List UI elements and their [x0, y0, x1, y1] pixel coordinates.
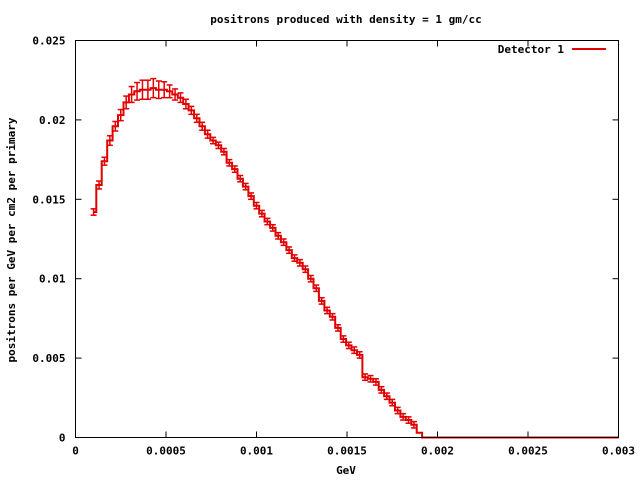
- error-bar: [286, 246, 293, 255]
- error-bar: [166, 84, 173, 99]
- error-bar: [106, 135, 113, 147]
- x-tick-label: 0.0005: [146, 445, 186, 458]
- x-tick-label: 0.0015: [327, 445, 367, 458]
- y-tick-label: 0.015: [32, 193, 65, 206]
- error-bar: [269, 223, 276, 232]
- error-bar: [291, 254, 298, 262]
- error-bar: [177, 92, 184, 104]
- x-tick-label: 0: [72, 445, 79, 458]
- error-bar: [410, 420, 417, 429]
- series-line: [93, 87, 619, 439]
- x-tick-label: 0.001: [240, 445, 273, 458]
- error-bar: [188, 105, 195, 116]
- x-tick-label: 0.002: [421, 445, 454, 458]
- error-bar: [264, 217, 271, 226]
- error-bar: [215, 141, 222, 150]
- error-bar: [242, 182, 249, 191]
- error-bar: [231, 165, 238, 174]
- error-bar: [318, 297, 325, 305]
- error-bar: [150, 77, 157, 99]
- error-bar: [307, 274, 314, 283]
- error-bar: [302, 265, 309, 274]
- error-bar: [372, 377, 379, 386]
- error-bar: [378, 385, 385, 394]
- error-bar: [389, 398, 396, 407]
- error-bar: [128, 85, 135, 104]
- x-axis-label: GeV: [336, 464, 356, 477]
- y-tick-label: 0.02: [39, 114, 66, 127]
- error-bar: [340, 335, 347, 343]
- axis-ticks: 0 0.0005 0.001 0.0015 0.002 0.0025 0.003 0 0.005…: [32, 35, 635, 458]
- error-bar: [96, 180, 103, 190]
- error-bar: [405, 416, 412, 424]
- error-bar: [400, 412, 407, 421]
- error-bar: [123, 95, 130, 110]
- error-bar: [117, 108, 124, 122]
- y-tick-label: 0.005: [32, 352, 65, 365]
- legend: Detector 1: [498, 43, 606, 56]
- y-tick-label: 0.025: [32, 35, 65, 48]
- error-bar: [204, 129, 211, 139]
- error-bar: [383, 392, 390, 401]
- error-bar: [112, 120, 119, 132]
- error-bar: [356, 350, 363, 359]
- x-tick-label: 0.003: [602, 445, 635, 458]
- series-layer: [90, 77, 619, 439]
- plot-frame: [75, 40, 619, 438]
- error-bar: [258, 209, 265, 218]
- error-bar: [313, 284, 320, 293]
- error-bar: [139, 79, 146, 101]
- error-bar: [161, 81, 168, 99]
- error-bar: [362, 373, 369, 382]
- error-bar: [90, 208, 97, 216]
- error-bar: [394, 406, 401, 415]
- error-bar: [155, 80, 162, 100]
- x-tick-label: 0.0025: [508, 445, 548, 458]
- error-bar: [248, 192, 255, 201]
- error-bar: [237, 174, 244, 183]
- error-bar: [144, 79, 151, 101]
- error-bar: [329, 312, 336, 321]
- legend-label: Detector 1: [498, 43, 565, 56]
- error-bar: [253, 201, 260, 210]
- y-tick-label: 0: [59, 432, 66, 445]
- error-bar: [280, 238, 287, 247]
- error-bar: [296, 258, 303, 267]
- error-bar: [226, 158, 233, 167]
- error-bar: [367, 374, 374, 383]
- error-bar: [275, 231, 282, 240]
- y-tick-label: 0.01: [39, 273, 66, 286]
- y-axis-label: positrons per GeV per cm2 per primary: [5, 117, 18, 362]
- error-bar: [210, 136, 217, 145]
- error-bar: [345, 341, 352, 350]
- error-bar: [334, 324, 341, 332]
- error-bar: [220, 147, 227, 156]
- error-bar: [172, 88, 179, 101]
- error-bar: [324, 306, 331, 315]
- error-bar: [199, 121, 206, 131]
- error-bar: [193, 113, 200, 124]
- error-bar: [101, 156, 108, 166]
- error-bar: [134, 81, 141, 101]
- error-bar: [182, 98, 189, 110]
- chart-title: positrons produced with density = 1 gm/c…: [210, 13, 482, 26]
- error-bar: [351, 346, 358, 355]
